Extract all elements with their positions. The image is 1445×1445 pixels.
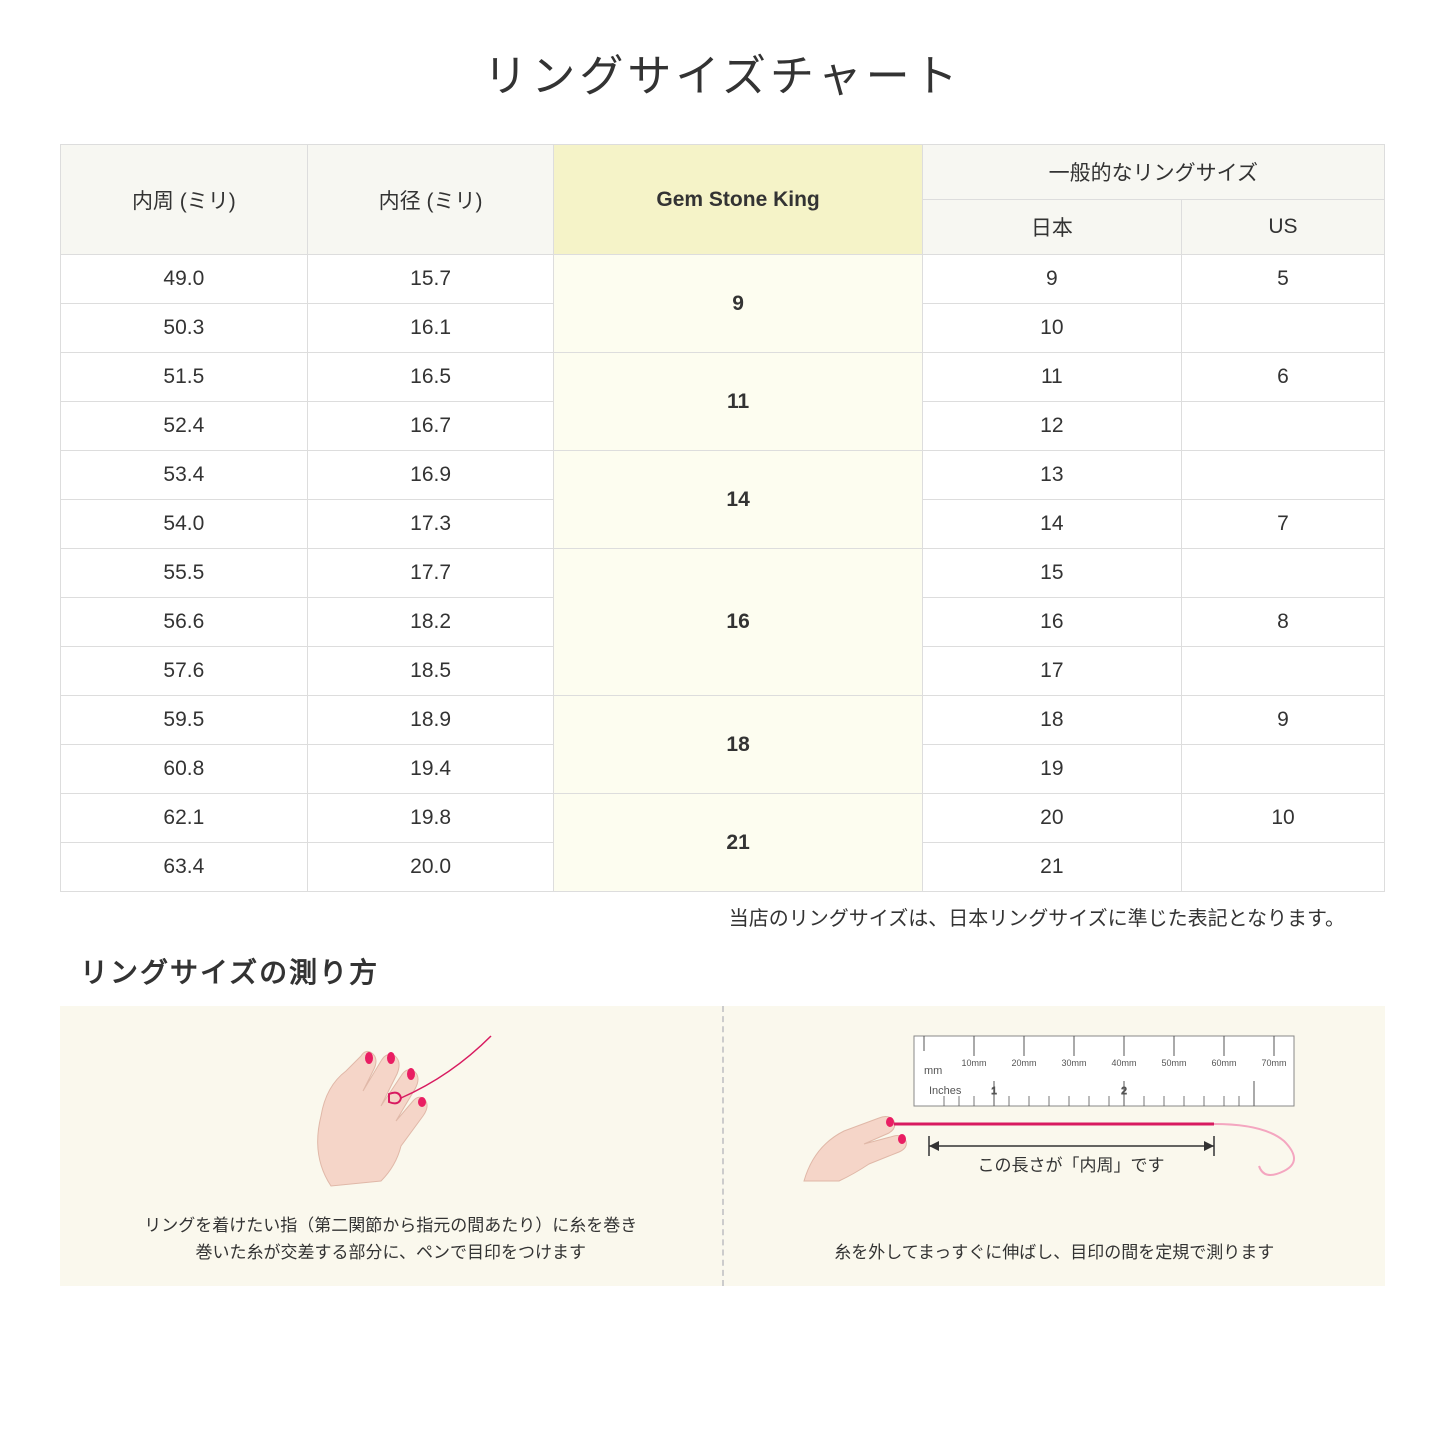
measure-panel-left: リングを着けたい指（第二関節から指元の間あたり）に糸を巻き巻いた糸が交差する部分… xyxy=(60,1006,722,1286)
table-row: 49.015.7995 xyxy=(61,255,1385,304)
svg-text:2: 2 xyxy=(1121,1086,1127,1097)
header-us: US xyxy=(1181,200,1384,255)
cell-us: 7 xyxy=(1181,500,1384,549)
svg-text:50mm: 50mm xyxy=(1162,1058,1187,1068)
cell-gemstoneking: 18 xyxy=(554,696,922,794)
cell-diameter: 18.5 xyxy=(307,647,554,696)
cell-circumference: 50.3 xyxy=(61,304,308,353)
ruler-illustration: 10mm 20mm 30mm 40mm 50mm 60mm 70mm mm Inches 1… xyxy=(794,1026,1314,1191)
cell-japan: 21 xyxy=(922,843,1181,892)
cell-japan: 15 xyxy=(922,549,1181,598)
table-row: 51.516.511116 xyxy=(61,353,1385,402)
cell-circumference: 54.0 xyxy=(61,500,308,549)
cell-us xyxy=(1181,745,1384,794)
cell-diameter: 16.7 xyxy=(307,402,554,451)
cell-us: 8 xyxy=(1181,598,1384,647)
cell-us xyxy=(1181,402,1384,451)
cell-japan: 10 xyxy=(922,304,1181,353)
ruler-mm-label: mm xyxy=(924,1065,942,1077)
svg-text:60mm: 60mm xyxy=(1212,1058,1237,1068)
cell-diameter: 19.8 xyxy=(307,794,554,843)
cell-gemstoneking: 21 xyxy=(554,794,922,892)
hand-wrap-illustration xyxy=(251,1016,531,1201)
header-japan: 日本 xyxy=(922,200,1181,255)
cell-us xyxy=(1181,451,1384,500)
cell-japan: 9 xyxy=(922,255,1181,304)
header-general-group: 一般的なリングサイズ xyxy=(922,145,1384,200)
cell-japan: 20 xyxy=(922,794,1181,843)
cell-circumference: 62.1 xyxy=(61,794,308,843)
ring-size-table: 内周 (ミリ) 内径 (ミリ) Gem Stone King 一般的なリングサイ… xyxy=(60,144,1385,892)
cell-us xyxy=(1181,843,1384,892)
measure-title: リングサイズの測り方 xyxy=(80,951,1385,991)
cell-us: 10 xyxy=(1181,794,1384,843)
svg-text:10mm: 10mm xyxy=(962,1058,987,1068)
cell-circumference: 60.8 xyxy=(61,745,308,794)
note-text: 当店のリングサイズは、日本リングサイズに準じた表記となります。 xyxy=(60,902,1385,931)
cell-us: 6 xyxy=(1181,353,1384,402)
cell-us: 9 xyxy=(1181,696,1384,745)
measure-panel-right: 10mm 20mm 30mm 40mm 50mm 60mm 70mm mm Inches 1… xyxy=(722,1006,1386,1286)
cell-gemstoneking: 16 xyxy=(554,549,922,696)
cell-diameter: 16.5 xyxy=(307,353,554,402)
header-gemstoneking: Gem Stone King xyxy=(554,145,922,255)
cell-circumference: 52.4 xyxy=(61,402,308,451)
measure-left-text: リングを着けたい指（第二関節から指元の間あたり）に糸を巻き巻いた糸が交差する部分… xyxy=(90,1212,692,1266)
cell-circumference: 63.4 xyxy=(61,843,308,892)
cell-us xyxy=(1181,647,1384,696)
cell-gemstoneking: 11 xyxy=(554,353,922,451)
cell-japan: 14 xyxy=(922,500,1181,549)
cell-circumference: 56.6 xyxy=(61,598,308,647)
cell-diameter: 18.2 xyxy=(307,598,554,647)
table-row: 59.518.918189 xyxy=(61,696,1385,745)
svg-text:30mm: 30mm xyxy=(1062,1058,1087,1068)
svg-text:40mm: 40mm xyxy=(1112,1058,1137,1068)
cell-circumference: 49.0 xyxy=(61,255,308,304)
cell-gemstoneking: 9 xyxy=(554,255,922,353)
header-circumference: 内周 (ミリ) xyxy=(61,145,308,255)
cell-circumference: 59.5 xyxy=(61,696,308,745)
cell-us: 5 xyxy=(1181,255,1384,304)
cell-japan: 13 xyxy=(922,451,1181,500)
cell-us xyxy=(1181,304,1384,353)
cell-diameter: 15.7 xyxy=(307,255,554,304)
arrow-label: この長さが「内周」です xyxy=(978,1156,1165,1175)
cell-japan: 12 xyxy=(922,402,1181,451)
svg-text:20mm: 20mm xyxy=(1012,1058,1037,1068)
cell-gemstoneking: 14 xyxy=(554,451,922,549)
cell-diameter: 16.1 xyxy=(307,304,554,353)
measure-section: リングを着けたい指（第二関節から指元の間あたり）に糸を巻き巻いた糸が交差する部分… xyxy=(60,1006,1385,1286)
cell-diameter: 18.9 xyxy=(307,696,554,745)
measure-right-text: 糸を外してまっすぐに伸ばし、目印の間を定規で測ります xyxy=(754,1239,1356,1266)
ruler-inches-label: Inches xyxy=(929,1085,962,1097)
cell-diameter: 16.9 xyxy=(307,451,554,500)
cell-diameter: 20.0 xyxy=(307,843,554,892)
svg-text:1: 1 xyxy=(991,1086,997,1097)
cell-circumference: 53.4 xyxy=(61,451,308,500)
cell-circumference: 57.6 xyxy=(61,647,308,696)
table-row: 55.517.71615 xyxy=(61,549,1385,598)
cell-japan: 19 xyxy=(922,745,1181,794)
cell-japan: 17 xyxy=(922,647,1181,696)
table-row: 62.119.8212010 xyxy=(61,794,1385,843)
svg-text:70mm: 70mm xyxy=(1262,1058,1287,1068)
cell-japan: 11 xyxy=(922,353,1181,402)
cell-japan: 18 xyxy=(922,696,1181,745)
cell-circumference: 55.5 xyxy=(61,549,308,598)
cell-diameter: 17.7 xyxy=(307,549,554,598)
cell-circumference: 51.5 xyxy=(61,353,308,402)
header-diameter: 内径 (ミリ) xyxy=(307,145,554,255)
cell-diameter: 19.4 xyxy=(307,745,554,794)
cell-us xyxy=(1181,549,1384,598)
cell-japan: 16 xyxy=(922,598,1181,647)
cell-diameter: 17.3 xyxy=(307,500,554,549)
page-title: リングサイズチャート xyxy=(60,40,1385,104)
table-row: 53.416.91413 xyxy=(61,451,1385,500)
